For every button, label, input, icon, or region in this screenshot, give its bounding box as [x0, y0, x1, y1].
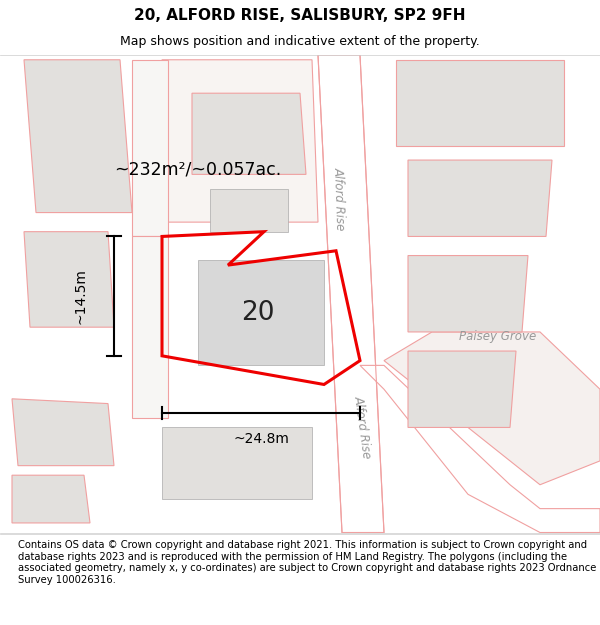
Polygon shape: [396, 60, 564, 146]
Polygon shape: [408, 256, 528, 332]
Text: ~232m²/~0.057ac.: ~232m²/~0.057ac.: [114, 161, 281, 179]
Polygon shape: [24, 232, 114, 327]
Text: 20: 20: [241, 300, 275, 326]
Polygon shape: [162, 428, 312, 499]
Text: Contains OS data © Crown copyright and database right 2021. This information is : Contains OS data © Crown copyright and d…: [18, 540, 596, 585]
Polygon shape: [198, 261, 324, 366]
Polygon shape: [318, 55, 384, 532]
Polygon shape: [132, 236, 168, 418]
Text: ~24.8m: ~24.8m: [233, 432, 289, 446]
Polygon shape: [192, 93, 306, 174]
Polygon shape: [408, 160, 552, 236]
Text: Paisey Grove: Paisey Grove: [460, 330, 536, 343]
Text: Alford Rise: Alford Rise: [352, 395, 374, 460]
Text: ~14.5m: ~14.5m: [74, 268, 88, 324]
Polygon shape: [408, 351, 516, 428]
Text: Map shows position and indicative extent of the property.: Map shows position and indicative extent…: [120, 35, 480, 48]
Polygon shape: [384, 332, 600, 485]
Polygon shape: [24, 60, 132, 212]
Polygon shape: [132, 60, 168, 236]
Polygon shape: [360, 366, 600, 532]
Polygon shape: [162, 60, 318, 222]
Polygon shape: [12, 399, 114, 466]
Text: 20, ALFORD RISE, SALISBURY, SP2 9FH: 20, ALFORD RISE, SALISBURY, SP2 9FH: [134, 8, 466, 23]
Polygon shape: [210, 189, 288, 232]
Polygon shape: [12, 475, 90, 523]
Text: Alford Rise: Alford Rise: [331, 166, 347, 230]
